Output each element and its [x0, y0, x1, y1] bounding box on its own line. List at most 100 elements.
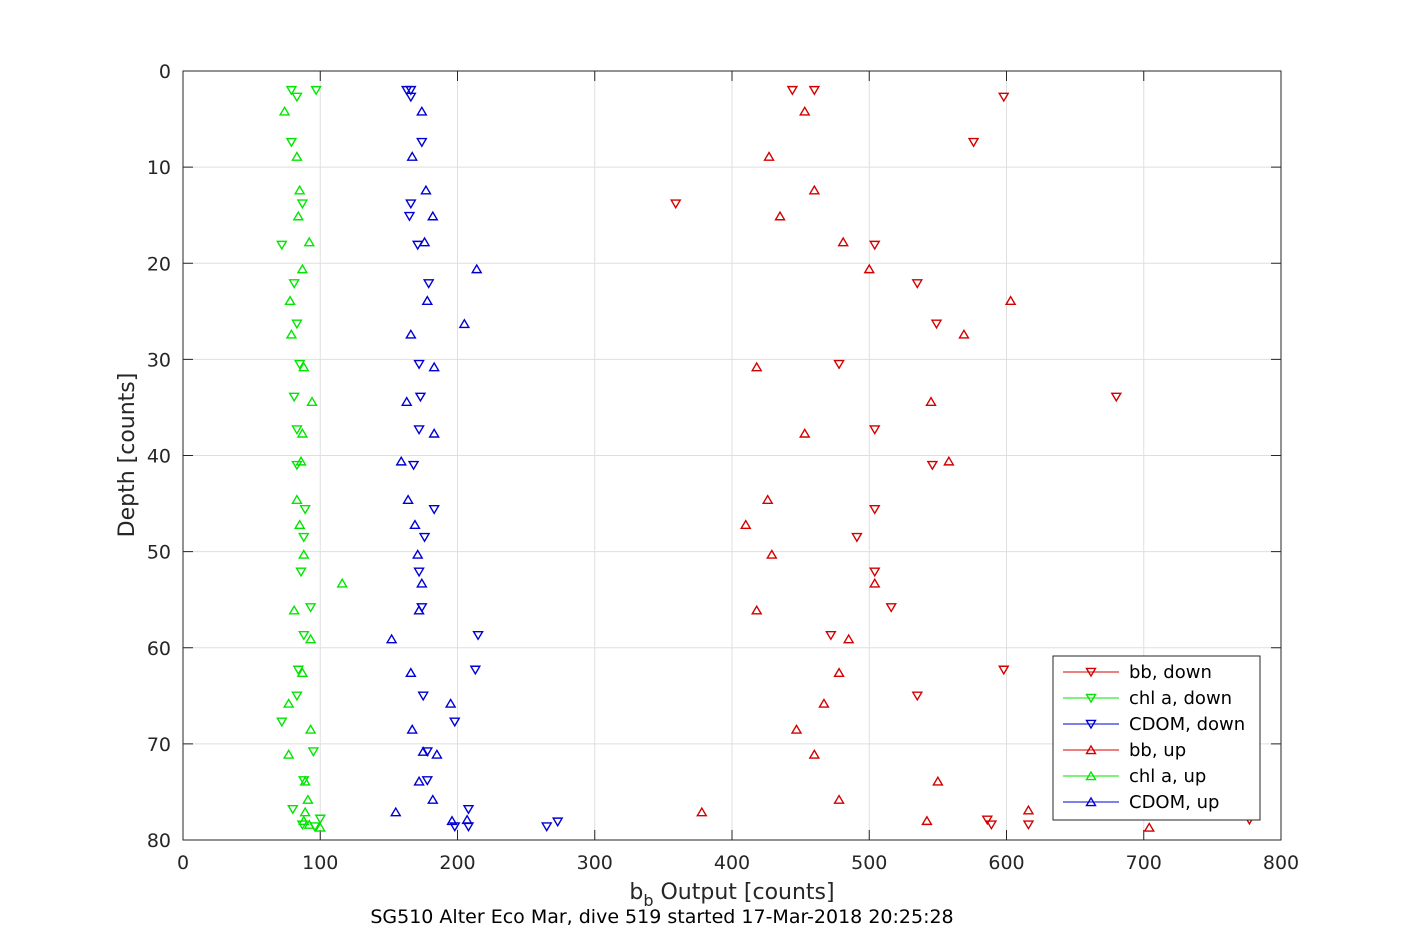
- data-point: [808, 85, 821, 96]
- data-point: [409, 519, 421, 530]
- data-point: [296, 199, 309, 210]
- data-point: [288, 279, 300, 289]
- y-tick-label: 50: [147, 542, 171, 564]
- x-axis-label-subscript: b: [643, 891, 653, 910]
- data-point: [405, 328, 417, 339]
- data-point: [422, 279, 435, 289]
- x-axis-label: bb Output [counts]: [629, 880, 834, 910]
- data-markers: [276, 85, 1256, 832]
- legend-entry: bb, up: [1129, 740, 1186, 761]
- data-point: [761, 494, 774, 505]
- data-point: [336, 577, 348, 588]
- series-5: [385, 105, 483, 826]
- data-point: [299, 505, 311, 515]
- data-point: [458, 318, 471, 329]
- data-point: [863, 263, 875, 274]
- data-point: [1022, 820, 1035, 831]
- plot-frame: [182, 70, 1282, 841]
- data-point: [298, 776, 310, 786]
- data-point: [766, 549, 778, 559]
- data-point: [926, 460, 939, 471]
- data-point: [869, 240, 881, 251]
- y-tick-label: 20: [147, 253, 171, 275]
- x-axis-label-rest: Output [counts]: [654, 880, 835, 905]
- data-point: [551, 817, 564, 828]
- data-point: [932, 775, 944, 786]
- data-point: [540, 822, 553, 832]
- data-point: [314, 822, 326, 832]
- data-point: [405, 667, 417, 678]
- data-point: [421, 776, 434, 786]
- data-point: [284, 295, 296, 306]
- x-tick-label: 500: [851, 852, 887, 874]
- data-point: [314, 814, 326, 825]
- data-point: [295, 567, 307, 578]
- data-point: [416, 137, 428, 148]
- series-4: [278, 105, 348, 832]
- data-point: [1110, 392, 1123, 403]
- data-point: [808, 184, 821, 195]
- data-point: [921, 815, 933, 826]
- data-point: [967, 137, 980, 148]
- data-point: [296, 427, 309, 438]
- data-point: [291, 691, 303, 702]
- data-point: [299, 775, 311, 786]
- data-point: [472, 630, 484, 641]
- data-point: [405, 199, 417, 210]
- data-point: [285, 85, 298, 96]
- legend-entry: chl a, up: [1129, 766, 1206, 787]
- data-point: [799, 427, 811, 438]
- data-point: [406, 151, 418, 161]
- y-tick-label: 40: [147, 446, 171, 468]
- data-point: [799, 105, 811, 116]
- data-point: [469, 665, 482, 676]
- x-tick-label: 100: [302, 852, 338, 874]
- data-point: [842, 633, 855, 644]
- data-point: [413, 359, 425, 370]
- legend-entry: bb, down: [1129, 662, 1212, 683]
- data-point: [302, 794, 314, 804]
- data-point: [911, 279, 924, 289]
- x-tick-label: 300: [577, 852, 613, 874]
- data-point: [790, 724, 803, 734]
- series-1: [276, 85, 326, 832]
- data-point: [292, 210, 305, 221]
- data-point: [958, 328, 970, 339]
- data-point: [402, 494, 414, 505]
- data-point: [298, 630, 310, 641]
- data-point: [288, 392, 300, 403]
- data-point: [851, 532, 863, 543]
- data-point: [449, 822, 461, 832]
- data-point: [285, 137, 298, 148]
- data-point: [303, 236, 315, 247]
- data-point: [293, 519, 306, 530]
- data-point: [750, 361, 763, 372]
- legend-marker: [1085, 719, 1097, 730]
- legend: bb, down chl a, down CDOM, down bb, up chl a…: [1052, 655, 1261, 821]
- y-tick-label: 60: [147, 638, 171, 660]
- data-point: [276, 717, 288, 728]
- data-point: [985, 820, 998, 831]
- series-2: [400, 85, 564, 832]
- legend-marker: [1085, 770, 1097, 781]
- data-point: [310, 85, 322, 96]
- data-point: [416, 577, 428, 588]
- data-point: [413, 604, 425, 615]
- data-point: [943, 455, 955, 466]
- data-point: [291, 92, 303, 103]
- data-point: [291, 319, 303, 330]
- data-point: [1004, 295, 1017, 306]
- x-tick-label: 800: [1263, 852, 1299, 874]
- data-point: [763, 151, 775, 161]
- y-axis-label: Depth [counts]: [115, 373, 140, 538]
- data-point: [428, 505, 440, 515]
- data-point: [911, 691, 924, 702]
- data-point: [427, 794, 439, 804]
- data-point: [287, 804, 299, 815]
- data-point: [413, 567, 425, 578]
- data-point: [428, 427, 440, 438]
- data-point: [406, 724, 418, 734]
- x-tick-label: 600: [988, 852, 1024, 874]
- data-point: [298, 361, 310, 372]
- data-point: [885, 603, 897, 613]
